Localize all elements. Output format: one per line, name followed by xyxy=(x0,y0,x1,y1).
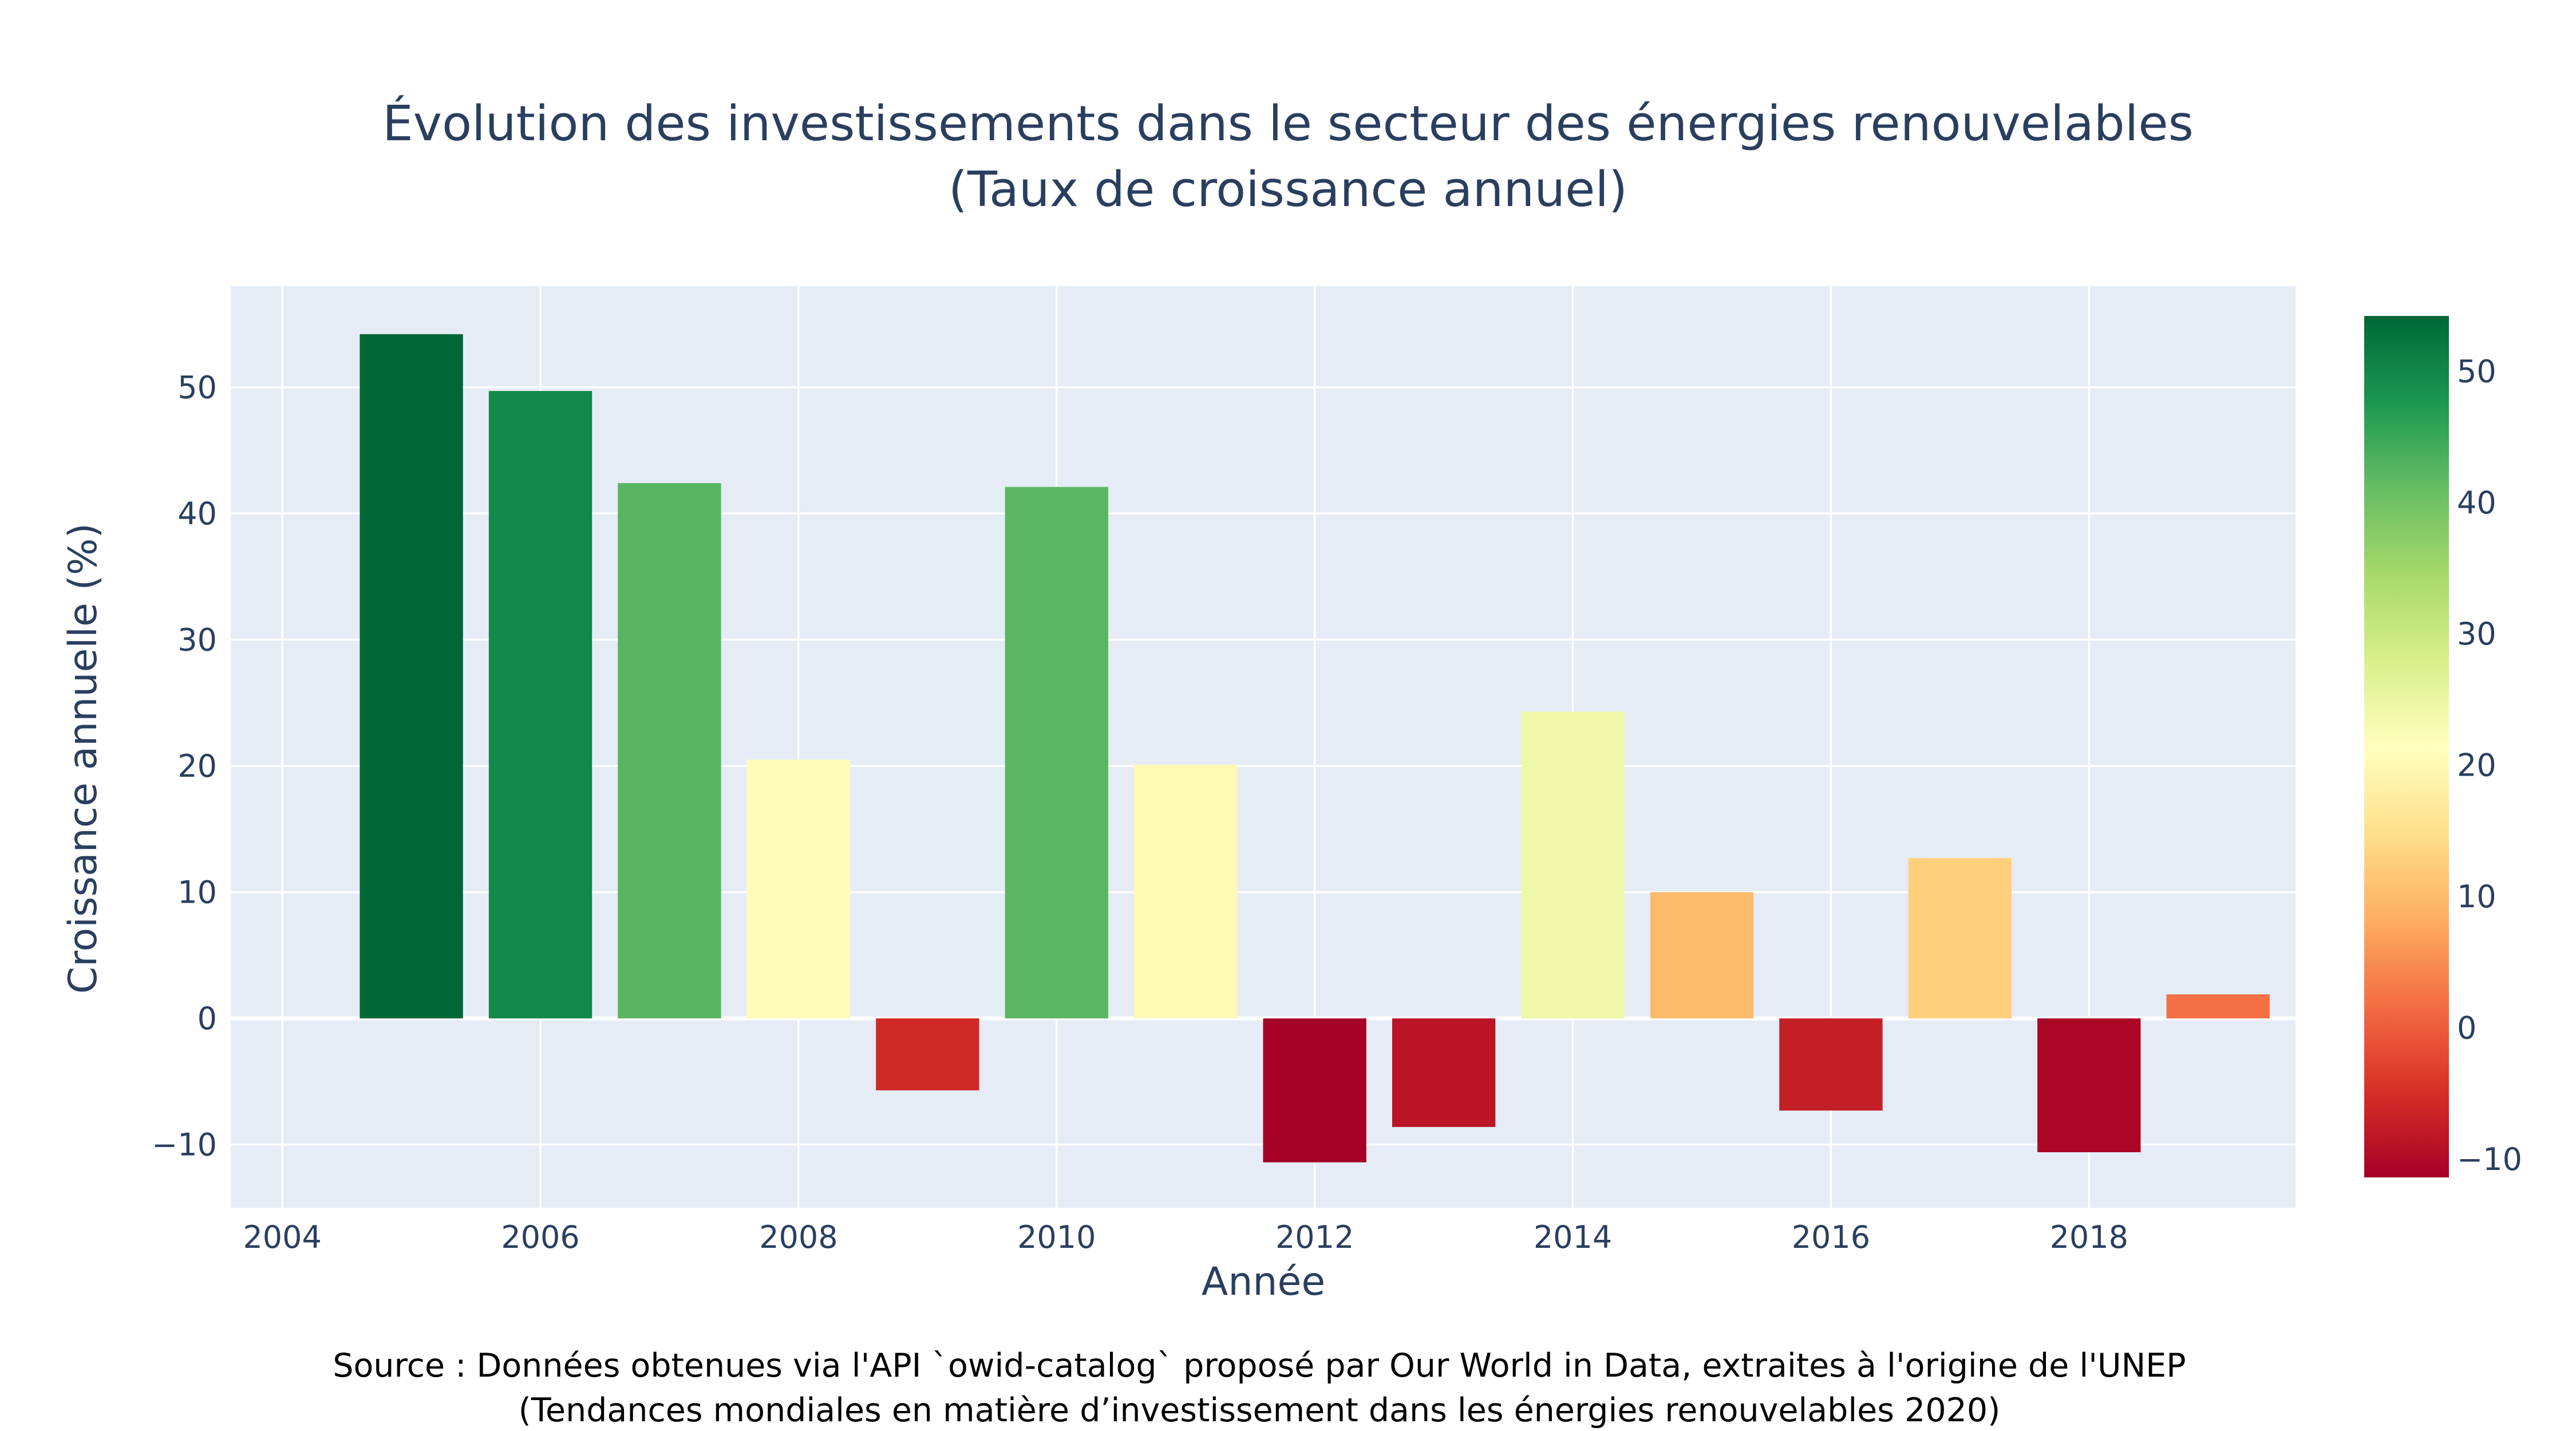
bar-2014 xyxy=(1521,711,1625,1019)
bar-2005 xyxy=(359,334,463,1019)
colorbar-tick-label: 0 xyxy=(2457,1010,2476,1046)
colorbar-tick-label: 10 xyxy=(2457,879,2496,915)
colorbar-tick-label: 50 xyxy=(2457,353,2496,389)
y-tick-label: 40 xyxy=(177,496,217,532)
x-tick-label: 2014 xyxy=(1534,1219,1612,1255)
x-tick-label: 2008 xyxy=(759,1219,837,1255)
bar-2015 xyxy=(1650,892,1754,1019)
bar-2009 xyxy=(876,1018,979,1090)
x-tick-label: 2006 xyxy=(501,1219,579,1255)
x-axis-ticks: 2004 2006 2008 2010 2012 2014 2016 2018 xyxy=(243,1219,2128,1255)
source-line-1: Source : Données obtenues via l'API `owi… xyxy=(333,1347,2186,1385)
x-tick-label: 2012 xyxy=(1275,1219,1354,1255)
bar-2016 xyxy=(1779,1018,1883,1111)
bar-2012 xyxy=(1263,1018,1366,1163)
bar-2019 xyxy=(2166,994,2270,1019)
y-axis-title: Croissance annuelle (%) xyxy=(61,523,106,994)
x-tick-label: 2004 xyxy=(243,1219,321,1255)
bar-2013 xyxy=(1392,1018,1496,1127)
colorbar-tick-label: 40 xyxy=(2457,485,2496,521)
x-tick-label: 2016 xyxy=(1792,1219,1870,1255)
colorbar-tick-label: 30 xyxy=(2457,616,2496,652)
chart-title: Évolution des investissements dans le se… xyxy=(382,94,2194,152)
bar-2006 xyxy=(488,391,592,1019)
source-line-2: (Tendances mondiales en matière d’invest… xyxy=(519,1392,2001,1429)
x-tick-label: 2018 xyxy=(2050,1219,2128,1255)
colorbar xyxy=(2364,316,2449,1177)
bar-2010 xyxy=(1005,487,1108,1019)
y-tick-label: 20 xyxy=(177,748,217,784)
bar-2007 xyxy=(618,483,721,1019)
y-tick-label: 0 xyxy=(197,1001,217,1037)
bars xyxy=(359,334,2270,1163)
x-axis-title: Année xyxy=(1202,1259,1325,1304)
x-tick-label: 2010 xyxy=(1017,1219,1096,1255)
bar-2008 xyxy=(746,760,851,1019)
chart-subtitle: (Taux de croissance annuel) xyxy=(949,161,1627,218)
y-tick-label: 10 xyxy=(177,875,217,911)
y-tick-label: 50 xyxy=(177,369,217,405)
y-axis-ticks: −10 0 10 20 30 40 50 xyxy=(152,369,217,1163)
bar-2017 xyxy=(1908,858,2012,1019)
bar-2011 xyxy=(1134,764,1238,1019)
y-tick-label: −10 xyxy=(152,1127,217,1163)
y-tick-label: 30 xyxy=(177,622,217,658)
colorbar-ticks: −10 0 10 20 30 40 50 xyxy=(2457,353,2522,1177)
colorbar-tick-label: 20 xyxy=(2457,748,2496,784)
colorbar-tick-label: −10 xyxy=(2457,1141,2522,1177)
bar-2018 xyxy=(2037,1018,2141,1152)
